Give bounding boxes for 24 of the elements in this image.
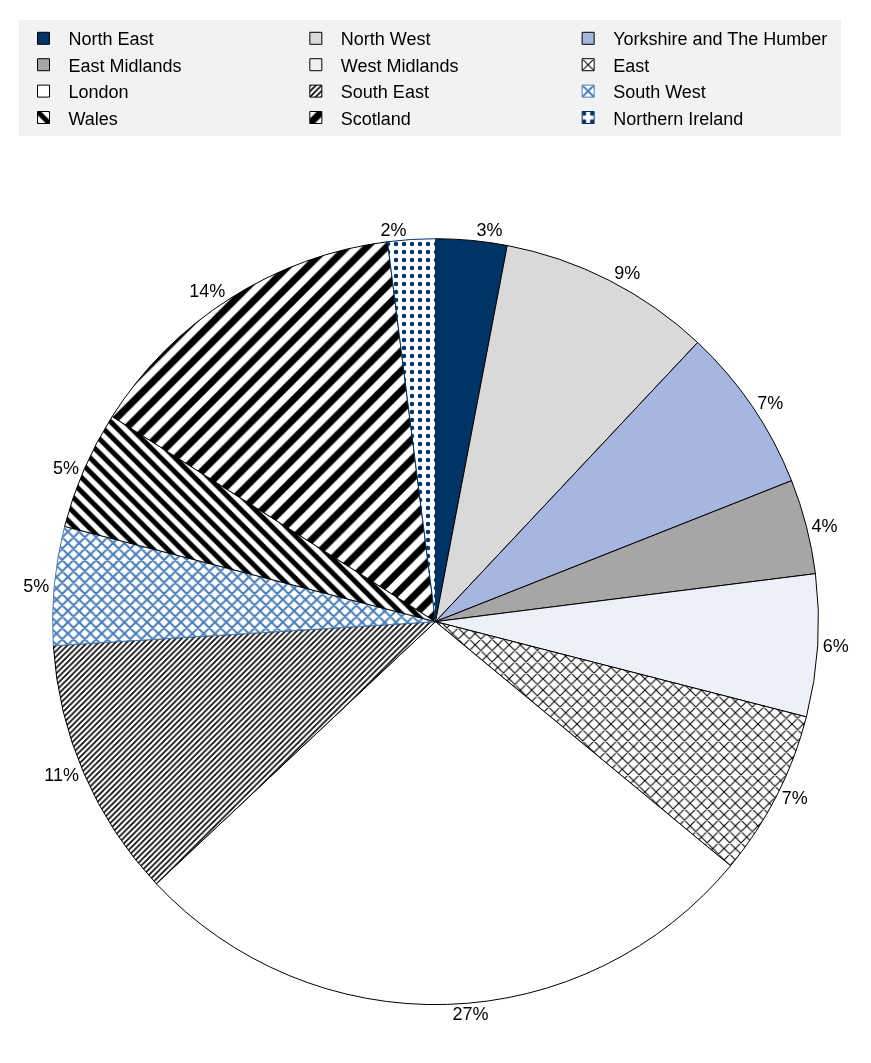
legend-label: Yorkshire and The Humber	[613, 29, 828, 50]
data-label: 7%	[757, 393, 784, 414]
data-label: 27%	[452, 1004, 489, 1025]
legend-label: East Midlands	[68, 55, 182, 76]
data-label: 5%	[53, 457, 80, 478]
legend-label: Northern Ireland	[613, 108, 744, 129]
legend-label: London	[68, 82, 129, 103]
data-label: 7%	[781, 787, 808, 808]
data-label: 3%	[476, 220, 503, 241]
legend-label: Scotland	[340, 108, 411, 129]
legend-label: North West	[340, 29, 431, 50]
data-label: 5%	[23, 575, 50, 596]
data-label: 14%	[189, 281, 226, 302]
legend-label: South East	[340, 82, 429, 103]
legend-label: East	[613, 55, 650, 76]
legend-label: West Midlands	[340, 55, 459, 76]
legend-label: Wales	[68, 108, 118, 129]
legend-label: North East	[68, 29, 154, 50]
data-label: 11%	[44, 765, 80, 786]
data-label: 9%	[614, 262, 641, 283]
data-label: 6%	[822, 635, 849, 656]
legend-label: South West	[613, 82, 706, 103]
data-label: 4%	[811, 515, 838, 536]
data-label: 2%	[380, 219, 407, 240]
